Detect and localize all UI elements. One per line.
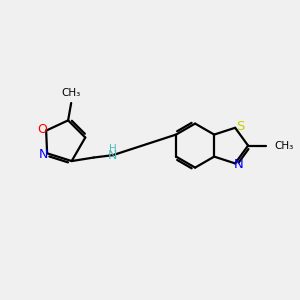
Text: H: H — [109, 144, 117, 154]
Text: O: O — [38, 123, 47, 136]
Text: N: N — [39, 148, 48, 161]
Text: S: S — [236, 120, 244, 133]
Text: N: N — [234, 158, 244, 171]
Text: CH₃: CH₃ — [274, 141, 293, 151]
Text: CH₃: CH₃ — [61, 88, 81, 98]
Text: N: N — [108, 149, 118, 162]
